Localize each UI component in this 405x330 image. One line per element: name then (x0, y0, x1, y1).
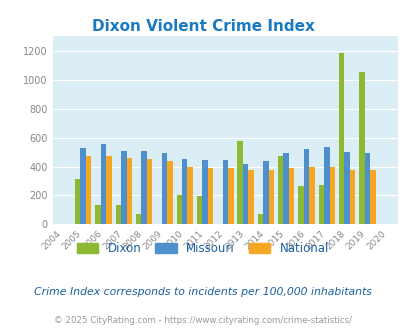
Bar (298, 186, 303, 224)
Bar (257, 214, 262, 224)
Bar (228, 168, 233, 224)
Bar (309, 167, 314, 224)
Bar (126, 158, 132, 224)
Bar (268, 170, 273, 224)
Bar (196, 196, 202, 224)
Legend: Dixon, Missouri, National: Dixon, Missouri, National (72, 237, 333, 260)
Bar (136, 214, 141, 224)
Bar (343, 152, 349, 224)
Bar (358, 73, 364, 224)
Bar (115, 205, 121, 224)
Bar (318, 185, 323, 224)
Bar (100, 144, 106, 224)
Text: Crime Index corresponds to incidents per 100,000 inhabitants: Crime Index corresponds to incidents per… (34, 287, 371, 297)
Bar (369, 170, 375, 224)
Bar (262, 161, 268, 224)
Bar (86, 156, 91, 224)
Bar (323, 147, 329, 224)
Bar (248, 170, 253, 224)
Bar (75, 179, 80, 224)
Bar (141, 151, 147, 224)
Bar (167, 161, 172, 224)
Bar (181, 159, 187, 224)
Bar (207, 168, 213, 224)
Bar (161, 153, 167, 224)
Bar (121, 151, 126, 224)
Bar (303, 149, 309, 224)
Bar (176, 195, 181, 224)
Bar (242, 164, 248, 224)
Bar (147, 159, 152, 224)
Bar (283, 153, 288, 224)
Bar (329, 167, 334, 224)
Bar (349, 170, 354, 224)
Text: Dixon Violent Crime Index: Dixon Violent Crime Index (92, 19, 313, 34)
Bar (95, 205, 100, 224)
Bar (187, 167, 192, 224)
Bar (106, 156, 111, 224)
Bar (288, 168, 294, 224)
Bar (202, 160, 207, 224)
Text: © 2025 CityRating.com - https://www.cityrating.com/crime-statistics/: © 2025 CityRating.com - https://www.city… (54, 315, 351, 325)
Bar (237, 141, 242, 224)
Bar (80, 148, 86, 224)
Bar (277, 156, 283, 224)
Bar (338, 53, 343, 224)
Bar (222, 160, 228, 224)
Bar (364, 153, 369, 224)
